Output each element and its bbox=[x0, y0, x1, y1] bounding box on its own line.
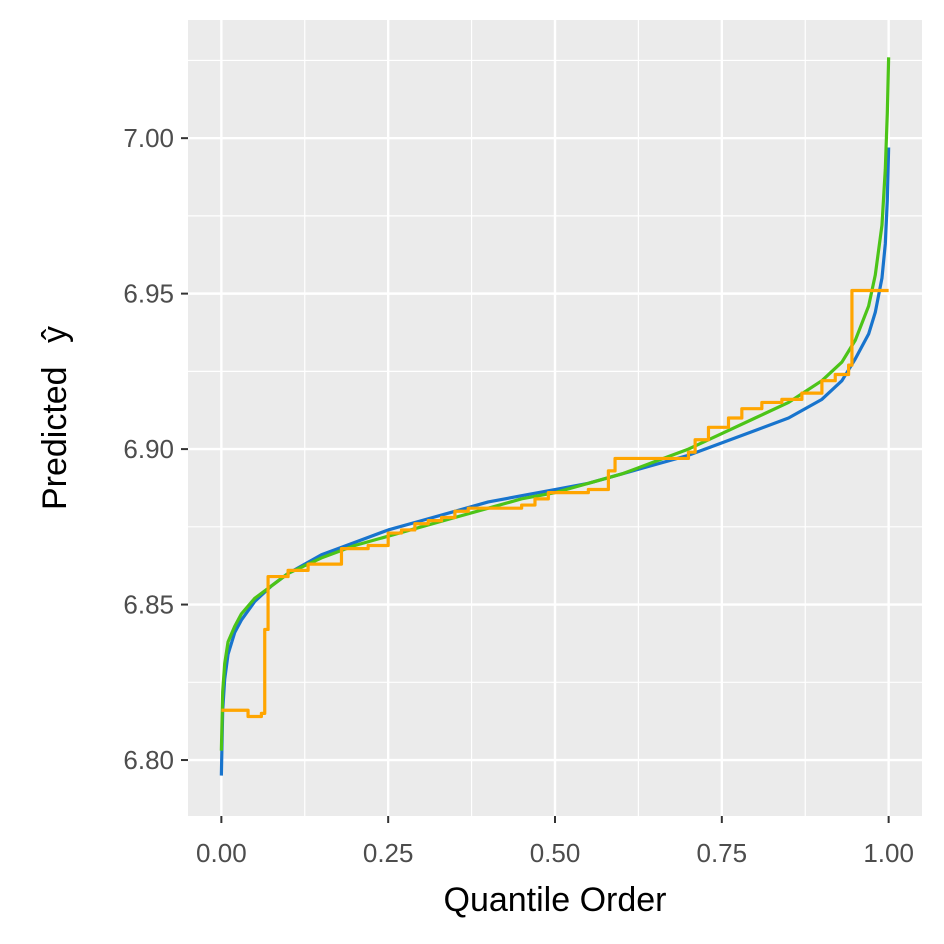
y-axis-title: Predicted ŷ bbox=[36, 326, 74, 510]
x-tick-label: 0.00 bbox=[196, 838, 247, 868]
x-tick-label: 0.25 bbox=[363, 838, 414, 868]
x-axis-title: Quantile Order bbox=[444, 881, 667, 919]
y-tick-label: 7.00 bbox=[123, 123, 174, 153]
y-axis-title-text: Predicted bbox=[36, 366, 74, 510]
grid-major bbox=[188, 20, 922, 816]
series-line-1 bbox=[219, 147, 891, 776]
y-tick-label: 6.85 bbox=[123, 590, 174, 620]
series-layer bbox=[219, 57, 891, 776]
y-axis-title-symbol: ŷ bbox=[36, 326, 74, 343]
y-tick-label: 6.90 bbox=[123, 434, 174, 464]
y-tick-label: 6.95 bbox=[123, 279, 174, 309]
ticks-layer: 0.00 0.25 0.50 0.75 1.00 6.80 6.85 6.90 6.95 7.00 bbox=[123, 123, 914, 868]
x-tick-label: 0.50 bbox=[530, 838, 581, 868]
y-tick-label: 6.80 bbox=[123, 745, 174, 775]
x-tick-label: 0.75 bbox=[697, 838, 748, 868]
x-tick-label: 1.00 bbox=[863, 838, 914, 868]
series-line-3 bbox=[221, 288, 889, 719]
y-axis-title-group: Predicted ŷ bbox=[36, 326, 74, 510]
